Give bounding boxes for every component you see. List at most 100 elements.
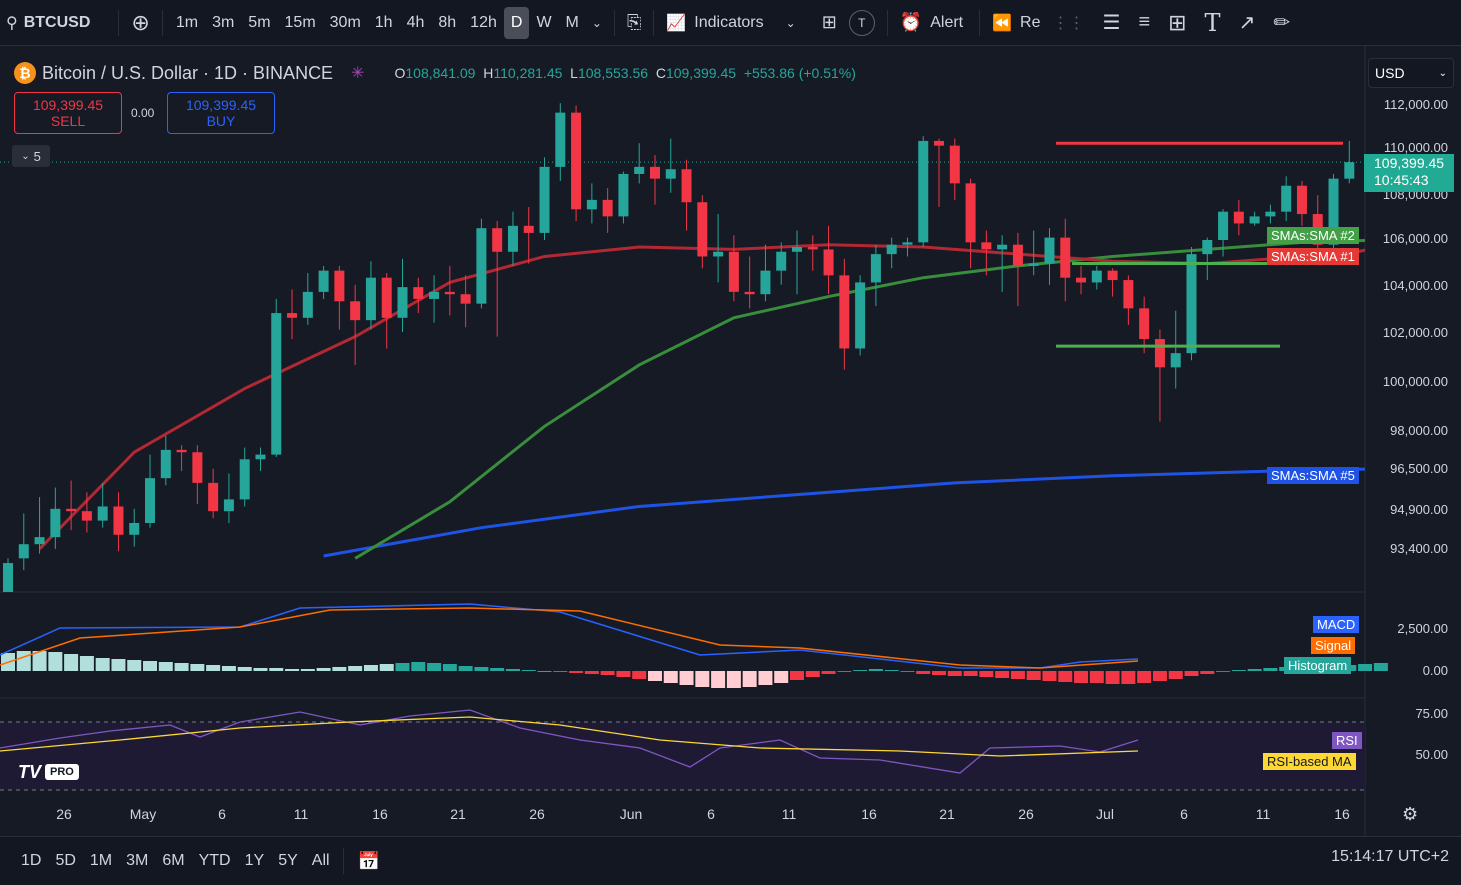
calendar-range-icon[interactable]: 📅 bbox=[357, 850, 380, 871]
rsi-ma-line bbox=[0, 716, 1139, 757]
range-1M[interactable]: 1M bbox=[89, 852, 113, 869]
macd-histogram-bar bbox=[48, 652, 63, 671]
range-1D[interactable]: 1D bbox=[21, 852, 42, 869]
macd-histogram-bar bbox=[963, 671, 978, 676]
rsi-tag: RSI bbox=[1332, 732, 1362, 749]
macd-histogram-bar bbox=[695, 671, 710, 687]
timeframe-M[interactable]: M bbox=[565, 13, 579, 31]
timeframe-W[interactable]: W bbox=[536, 13, 552, 31]
macd-histogram-bar bbox=[632, 671, 647, 679]
template-button[interactable]: T bbox=[843, 7, 881, 39]
currency-select[interactable]: USD ⌄ bbox=[1368, 58, 1454, 88]
macd-histogram-bar bbox=[979, 671, 994, 677]
macd-histogram-bar bbox=[1247, 669, 1262, 671]
candle-body bbox=[350, 301, 361, 321]
range-3M[interactable]: 3M bbox=[126, 852, 149, 869]
chevron-down-icon: ⌄ bbox=[21, 150, 30, 162]
layouts-icon[interactable]: ⊞ bbox=[821, 12, 837, 32]
sell-button[interactable]: 109,399.45 SELL bbox=[14, 92, 122, 134]
drag-handle-icon[interactable]: ⋮⋮ bbox=[1052, 14, 1085, 32]
close-key: C bbox=[655, 65, 666, 81]
brush-tool-icon[interactable]: ✏ bbox=[1273, 12, 1291, 34]
pro-badge: PRO bbox=[45, 764, 79, 780]
crosshair-box-icon[interactable]: ⊞ bbox=[1168, 9, 1187, 35]
candle-body bbox=[713, 251, 724, 257]
symbol-search[interactable]: ⚲ BTCUSD bbox=[0, 7, 96, 39]
text-tool-icon[interactable]: T bbox=[1204, 8, 1221, 37]
timeframe-1m[interactable]: 1m bbox=[175, 13, 199, 31]
currency-value: USD bbox=[1375, 65, 1405, 81]
timeframe-15m[interactable]: 15m bbox=[284, 13, 316, 31]
macd-histogram-bar bbox=[206, 665, 221, 671]
sell-label: SELL bbox=[50, 113, 86, 129]
time-axis-label: 26 bbox=[529, 806, 545, 822]
macd-histogram-bar bbox=[1105, 671, 1120, 684]
candle-body bbox=[239, 459, 250, 500]
candle-body bbox=[492, 228, 503, 252]
time-axis-label: 6 bbox=[218, 806, 226, 822]
macd-histogram-bar bbox=[1168, 671, 1183, 679]
candle-body bbox=[886, 244, 897, 255]
candle-body bbox=[1249, 216, 1260, 224]
series-title: Bitcoin / U.S. Dollar · 1D · BINANCE bbox=[42, 62, 334, 83]
range-1Y[interactable]: 1Y bbox=[244, 852, 265, 869]
sma1-line bbox=[38, 243, 1365, 550]
range-6M[interactable]: 6M bbox=[162, 852, 185, 869]
timeframe-1h[interactable]: 1h bbox=[374, 13, 393, 31]
candle-body bbox=[760, 270, 771, 295]
add-symbol-button[interactable]: ⊕ bbox=[131, 9, 150, 35]
sma1-tag: SMAs:SMA #1 bbox=[1267, 248, 1359, 265]
candles-type-icon[interactable]: ⎘ bbox=[626, 12, 642, 32]
timeframe-3m[interactable]: 3m bbox=[212, 13, 235, 31]
timeframe-4h[interactable]: 4h bbox=[406, 13, 425, 31]
candle-body bbox=[1060, 237, 1071, 278]
macd-histogram-bar bbox=[316, 668, 331, 671]
candle-body bbox=[697, 202, 708, 257]
collapse-indicators-button[interactable]: ⌄ 5 bbox=[12, 145, 50, 167]
signal-line bbox=[0, 607, 1139, 669]
time-axis-label: 6 bbox=[1180, 806, 1188, 822]
fib-tool-icon[interactable]: ☰ bbox=[1102, 12, 1121, 34]
macd-histogram-bar bbox=[269, 668, 284, 671]
macd-histogram-bar bbox=[853, 670, 868, 671]
lines-tool-icon[interactable]: ≡ bbox=[1138, 11, 1151, 33]
timeframe-8h[interactable]: 8h bbox=[438, 13, 457, 31]
candle-body bbox=[728, 251, 739, 292]
macd-histogram-bar bbox=[1026, 671, 1041, 680]
candle-body bbox=[192, 452, 203, 483]
candle-body bbox=[855, 282, 866, 349]
candle-body bbox=[586, 199, 597, 210]
range-5Y[interactable]: 5Y bbox=[278, 852, 298, 869]
chevron-down-icon[interactable]: ⌄ bbox=[591, 15, 602, 30]
candle-body bbox=[823, 249, 834, 276]
candle-body bbox=[34, 537, 45, 545]
timeframe-D[interactable]: D bbox=[503, 6, 530, 39]
candle-body bbox=[302, 291, 313, 318]
candle-body bbox=[665, 169, 676, 179]
macd-histogram-bar bbox=[1074, 671, 1089, 683]
trendline-tool-icon[interactable]: ↗ bbox=[1238, 12, 1256, 34]
range-5D[interactable]: 5D bbox=[55, 852, 76, 869]
timeframe-12h[interactable]: 12h bbox=[470, 13, 497, 31]
indicators-button[interactable]: 📈 Indicators ⌄ bbox=[660, 7, 801, 39]
open-key: O bbox=[394, 65, 406, 81]
settings-gear-icon[interactable]: ⚙ bbox=[1402, 804, 1419, 824]
chart-area[interactable] bbox=[0, 46, 1461, 836]
range-All[interactable]: All bbox=[311, 852, 330, 869]
macd-histogram-bar bbox=[300, 669, 315, 671]
tradingview-logo[interactable]: TV PRO bbox=[18, 760, 79, 784]
time-axis-label: 21 bbox=[939, 806, 955, 822]
price-axis-label: 102,000.00 bbox=[1382, 325, 1448, 340]
time-axis-label: 11 bbox=[1255, 806, 1271, 822]
chart-canvas[interactable] bbox=[0, 46, 1461, 836]
timeframe-30m[interactable]: 30m bbox=[329, 13, 361, 31]
settings-icon[interactable]: ✳ bbox=[351, 65, 365, 82]
indicators-icon: 📈 bbox=[666, 14, 687, 32]
alert-button[interactable]: ⏰ Alert bbox=[894, 7, 969, 39]
replay-button[interactable]: ⏪ Re bbox=[986, 7, 1046, 39]
macd-histogram-bar bbox=[1137, 671, 1152, 683]
time-axis-label: 16 bbox=[1334, 806, 1350, 822]
buy-button[interactable]: 109,399.45 BUY bbox=[167, 92, 275, 134]
range-YTD[interactable]: YTD bbox=[198, 852, 231, 869]
timeframe-5m[interactable]: 5m bbox=[248, 13, 271, 31]
